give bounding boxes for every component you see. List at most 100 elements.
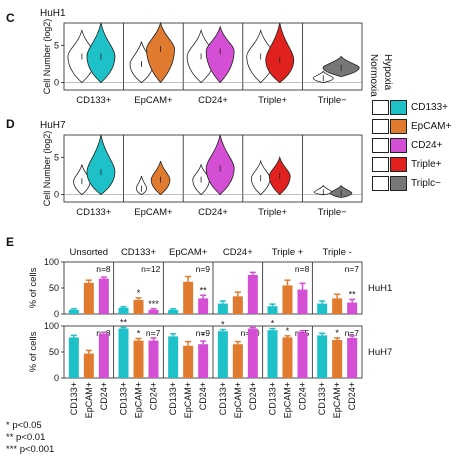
group-label: Triple− — [318, 207, 347, 218]
bar-category-label: CD24+ — [248, 382, 258, 410]
legend-label-cd24: CD24+ — [411, 140, 443, 151]
legend-swatch-cd133 — [390, 100, 407, 115]
legend-swatch-epcam — [390, 119, 407, 134]
bar-category-label: CD133+ — [69, 382, 79, 415]
bar-group-n: n=7 — [146, 328, 161, 338]
group-label: EpCAM+ — [134, 207, 173, 218]
bar — [168, 309, 179, 314]
bar — [183, 281, 194, 314]
legend-item-cd24: CD24+ — [372, 136, 472, 155]
bar — [198, 344, 209, 378]
group-label: CD133+ — [76, 95, 112, 106]
y-tick-label: 0 — [54, 78, 59, 88]
legend-label-triple-pos: Triple+ — [411, 159, 442, 170]
bar — [297, 289, 308, 314]
legend-normoxia-swatch — [372, 119, 389, 134]
bar-category-label: EpCAM+ — [283, 382, 293, 418]
bar — [217, 303, 228, 314]
bar — [83, 353, 94, 378]
bar — [297, 332, 308, 378]
bar-group-n: n=9 — [196, 328, 211, 338]
bar-group-header: CD24+ — [223, 247, 253, 258]
bar — [317, 335, 328, 378]
normoxia-label: Normoxia — [368, 54, 379, 97]
violin-c-title: HuH1 — [40, 8, 66, 19]
violin-hypoxia — [265, 22, 295, 84]
bar — [183, 345, 194, 378]
bar-panel-title: HuH7 — [368, 347, 392, 358]
bar — [133, 340, 144, 378]
bar — [118, 307, 129, 314]
panel-letter-e: E — [6, 235, 14, 249]
violin-frame — [63, 22, 363, 91]
bar-panel-title: HuH1 — [368, 283, 392, 294]
bar-group-n: n=12 — [141, 264, 160, 274]
violin-hypoxia — [205, 134, 235, 196]
bar — [347, 337, 358, 378]
y-axis-label: Cell Number (log2) — [42, 131, 52, 207]
bar-category-label: CD133+ — [218, 382, 228, 415]
footnote-p01: ** p<0.01 — [6, 432, 46, 443]
violin-hypoxia — [205, 25, 235, 84]
bar — [267, 306, 278, 314]
bar — [332, 340, 343, 378]
bar — [317, 303, 328, 314]
bar-group-n: n=7 — [345, 328, 360, 338]
significance-mark: * — [137, 288, 141, 298]
significance-mark: * — [221, 320, 225, 330]
violin-d-title: HuH7 — [40, 120, 66, 131]
group-label: Triple+ — [258, 95, 287, 106]
bar — [68, 337, 79, 378]
hypoxia-label: Hypoxia — [382, 54, 393, 91]
violin-normoxia — [135, 175, 148, 196]
legend-item-cd133: CD133+ — [372, 98, 472, 117]
y-tick-label: 5 — [54, 152, 59, 162]
bar — [332, 298, 343, 314]
bar-category-label: EpCAM+ — [134, 382, 144, 418]
bar — [347, 302, 358, 314]
bar-panel-huh1: 0 50 100 % of cells HuH1 Unsorted n=8 CD133+ n=1… — [28, 247, 392, 319]
bar — [267, 330, 278, 378]
y-tick-label: 50 — [49, 283, 59, 293]
group-label: CD24+ — [198, 95, 228, 106]
bar-category-label: CD133+ — [317, 382, 327, 415]
legend-swatch-triple-neg — [390, 176, 407, 191]
bar — [282, 285, 293, 314]
bar — [282, 337, 293, 378]
y-tick-label: 100 — [44, 257, 59, 267]
bar-category-label: CD24+ — [347, 382, 357, 410]
bar-category-label: EpCAM+ — [332, 382, 342, 418]
legend-normoxia-swatch — [372, 100, 389, 115]
panel-letter-d: D — [6, 117, 15, 131]
group-label: Triple− — [318, 95, 347, 106]
y-axis-label: % of cells — [28, 267, 39, 308]
bar-category-label: CD133+ — [168, 382, 178, 415]
bar — [148, 309, 159, 314]
y-tick-label: 50 — [49, 347, 59, 357]
bar-category-label: CD24+ — [198, 382, 208, 410]
legend-normoxia-swatch — [372, 138, 389, 153]
bar-group-header: Unsorted — [70, 247, 109, 258]
violin-hypoxia — [86, 134, 116, 196]
legend-label-triple-neg: Triplc− — [411, 178, 441, 189]
bar-group-header: EpCAM+ — [169, 247, 208, 258]
panel-letter-c: C — [6, 11, 15, 25]
bar — [198, 298, 209, 314]
bar-group-header: Triple - — [323, 247, 352, 258]
significance-mark: * — [271, 319, 275, 329]
bar-group-n: n=7 — [345, 264, 360, 274]
legend-normoxia-swatch — [372, 176, 389, 191]
bar-category-label: CD133+ — [119, 382, 129, 415]
bar-category-label: CD24+ — [149, 382, 159, 410]
bar — [232, 344, 243, 378]
bar-category-label: EpCAM+ — [233, 382, 243, 418]
legend-label-cd133: CD133+ — [411, 102, 448, 113]
group-label: Triple+ — [258, 207, 287, 218]
bar-category-label: EpCAM+ — [84, 382, 94, 418]
bar — [217, 331, 228, 378]
group-label: CD133+ — [76, 207, 112, 218]
bar-category-label: CD133+ — [268, 382, 278, 415]
significance-mark: * — [286, 326, 290, 336]
bar — [68, 309, 79, 314]
y-tick-label: 0 — [54, 309, 59, 319]
